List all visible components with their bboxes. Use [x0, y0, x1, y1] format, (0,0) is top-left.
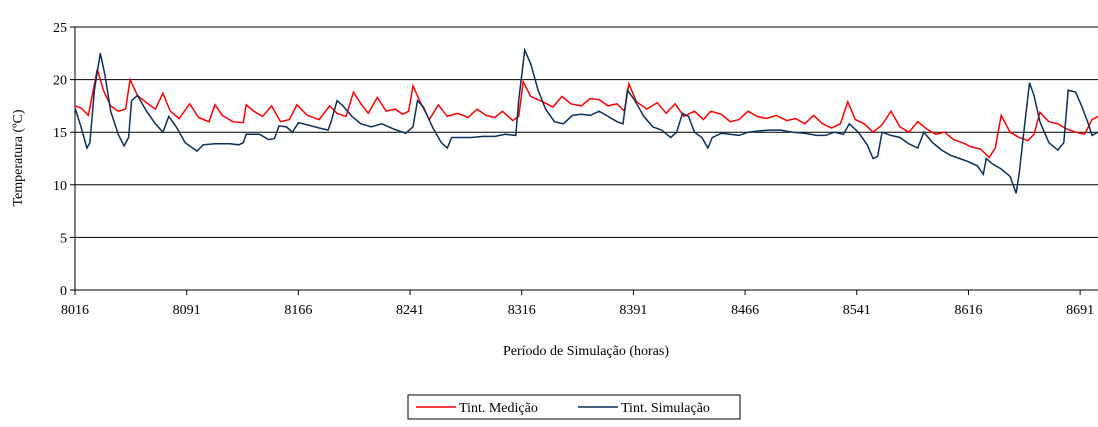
- x-tick-label: 8616: [954, 303, 982, 318]
- x-tick-label: 8541: [843, 303, 871, 318]
- y-tick-label: 5: [60, 231, 67, 246]
- x-tick-label: 8241: [396, 303, 424, 318]
- y-tick-label: 10: [53, 179, 67, 194]
- y-tick-label: 25: [53, 21, 67, 36]
- y-tick-label: 15: [53, 126, 67, 141]
- x-tick-label: 8016: [61, 303, 89, 318]
- x-tick-label: 8466: [731, 303, 759, 318]
- series-line: [74, 68, 1098, 159]
- x-tick-label: 8691: [1066, 303, 1094, 318]
- legend-label: Tint. Medição: [459, 401, 538, 416]
- y-axis-label: Temperatura (ºC): [11, 109, 26, 206]
- legend-label: Tint. Simulação: [621, 401, 710, 416]
- y-tick-label: 20: [53, 74, 67, 89]
- x-axis-label: Período de Simulação (horas): [503, 344, 669, 359]
- series-line: [74, 47, 1098, 194]
- y-tick-label: 0: [60, 284, 67, 299]
- x-tick-label: 8316: [508, 303, 536, 318]
- x-tick-label: 8391: [619, 303, 647, 318]
- x-tick-label: 8091: [173, 303, 201, 318]
- legend-box: [407, 394, 741, 420]
- x-tick-label: 8166: [284, 303, 312, 318]
